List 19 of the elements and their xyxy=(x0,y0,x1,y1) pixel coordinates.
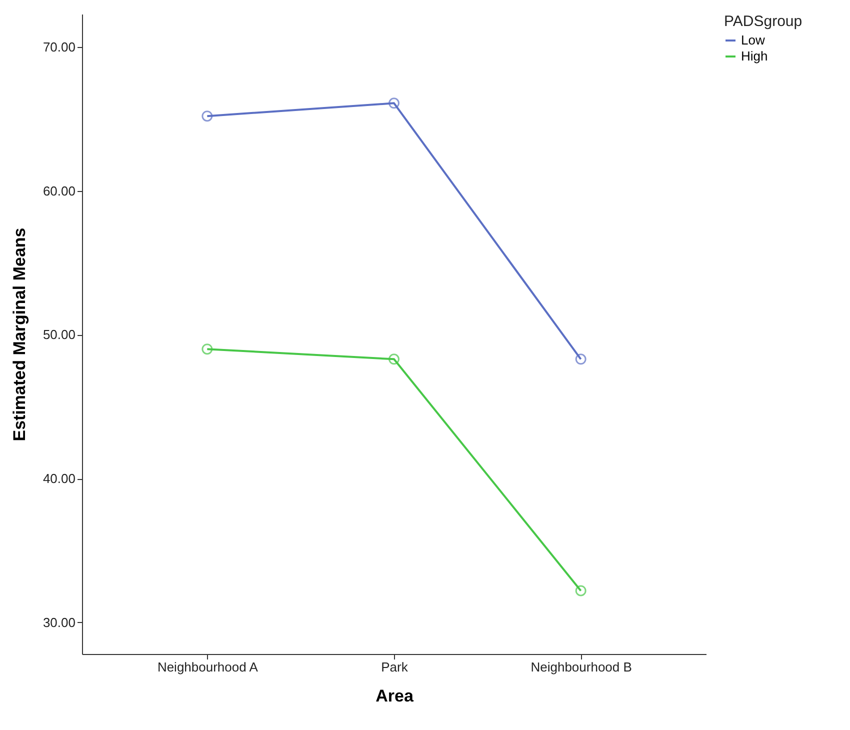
y-tick-label: 30.00 xyxy=(42,614,76,630)
x-axis-title: Area xyxy=(376,686,414,706)
y-axis-title: Estimated Marginal Means xyxy=(10,228,29,442)
point xyxy=(202,344,213,355)
legend-label: Low xyxy=(741,32,766,48)
legend-title: PADSgroup xyxy=(724,13,802,30)
y-tick-label: 70.00 xyxy=(42,40,76,55)
point xyxy=(388,354,400,365)
legend-label: High xyxy=(741,48,768,64)
point xyxy=(202,110,213,122)
y-tick-label: 40.00 xyxy=(42,471,76,486)
point xyxy=(388,98,400,109)
x-tick-label: Neighbourhood A xyxy=(157,660,258,674)
y-tick-label: 50.00 xyxy=(42,327,76,342)
point xyxy=(575,354,586,365)
y-tick-label: 60.00 xyxy=(42,183,76,198)
x-tick-label: Neighbourhood B xyxy=(530,660,632,674)
point xyxy=(575,585,586,596)
x-tick-label: Park xyxy=(381,660,408,674)
